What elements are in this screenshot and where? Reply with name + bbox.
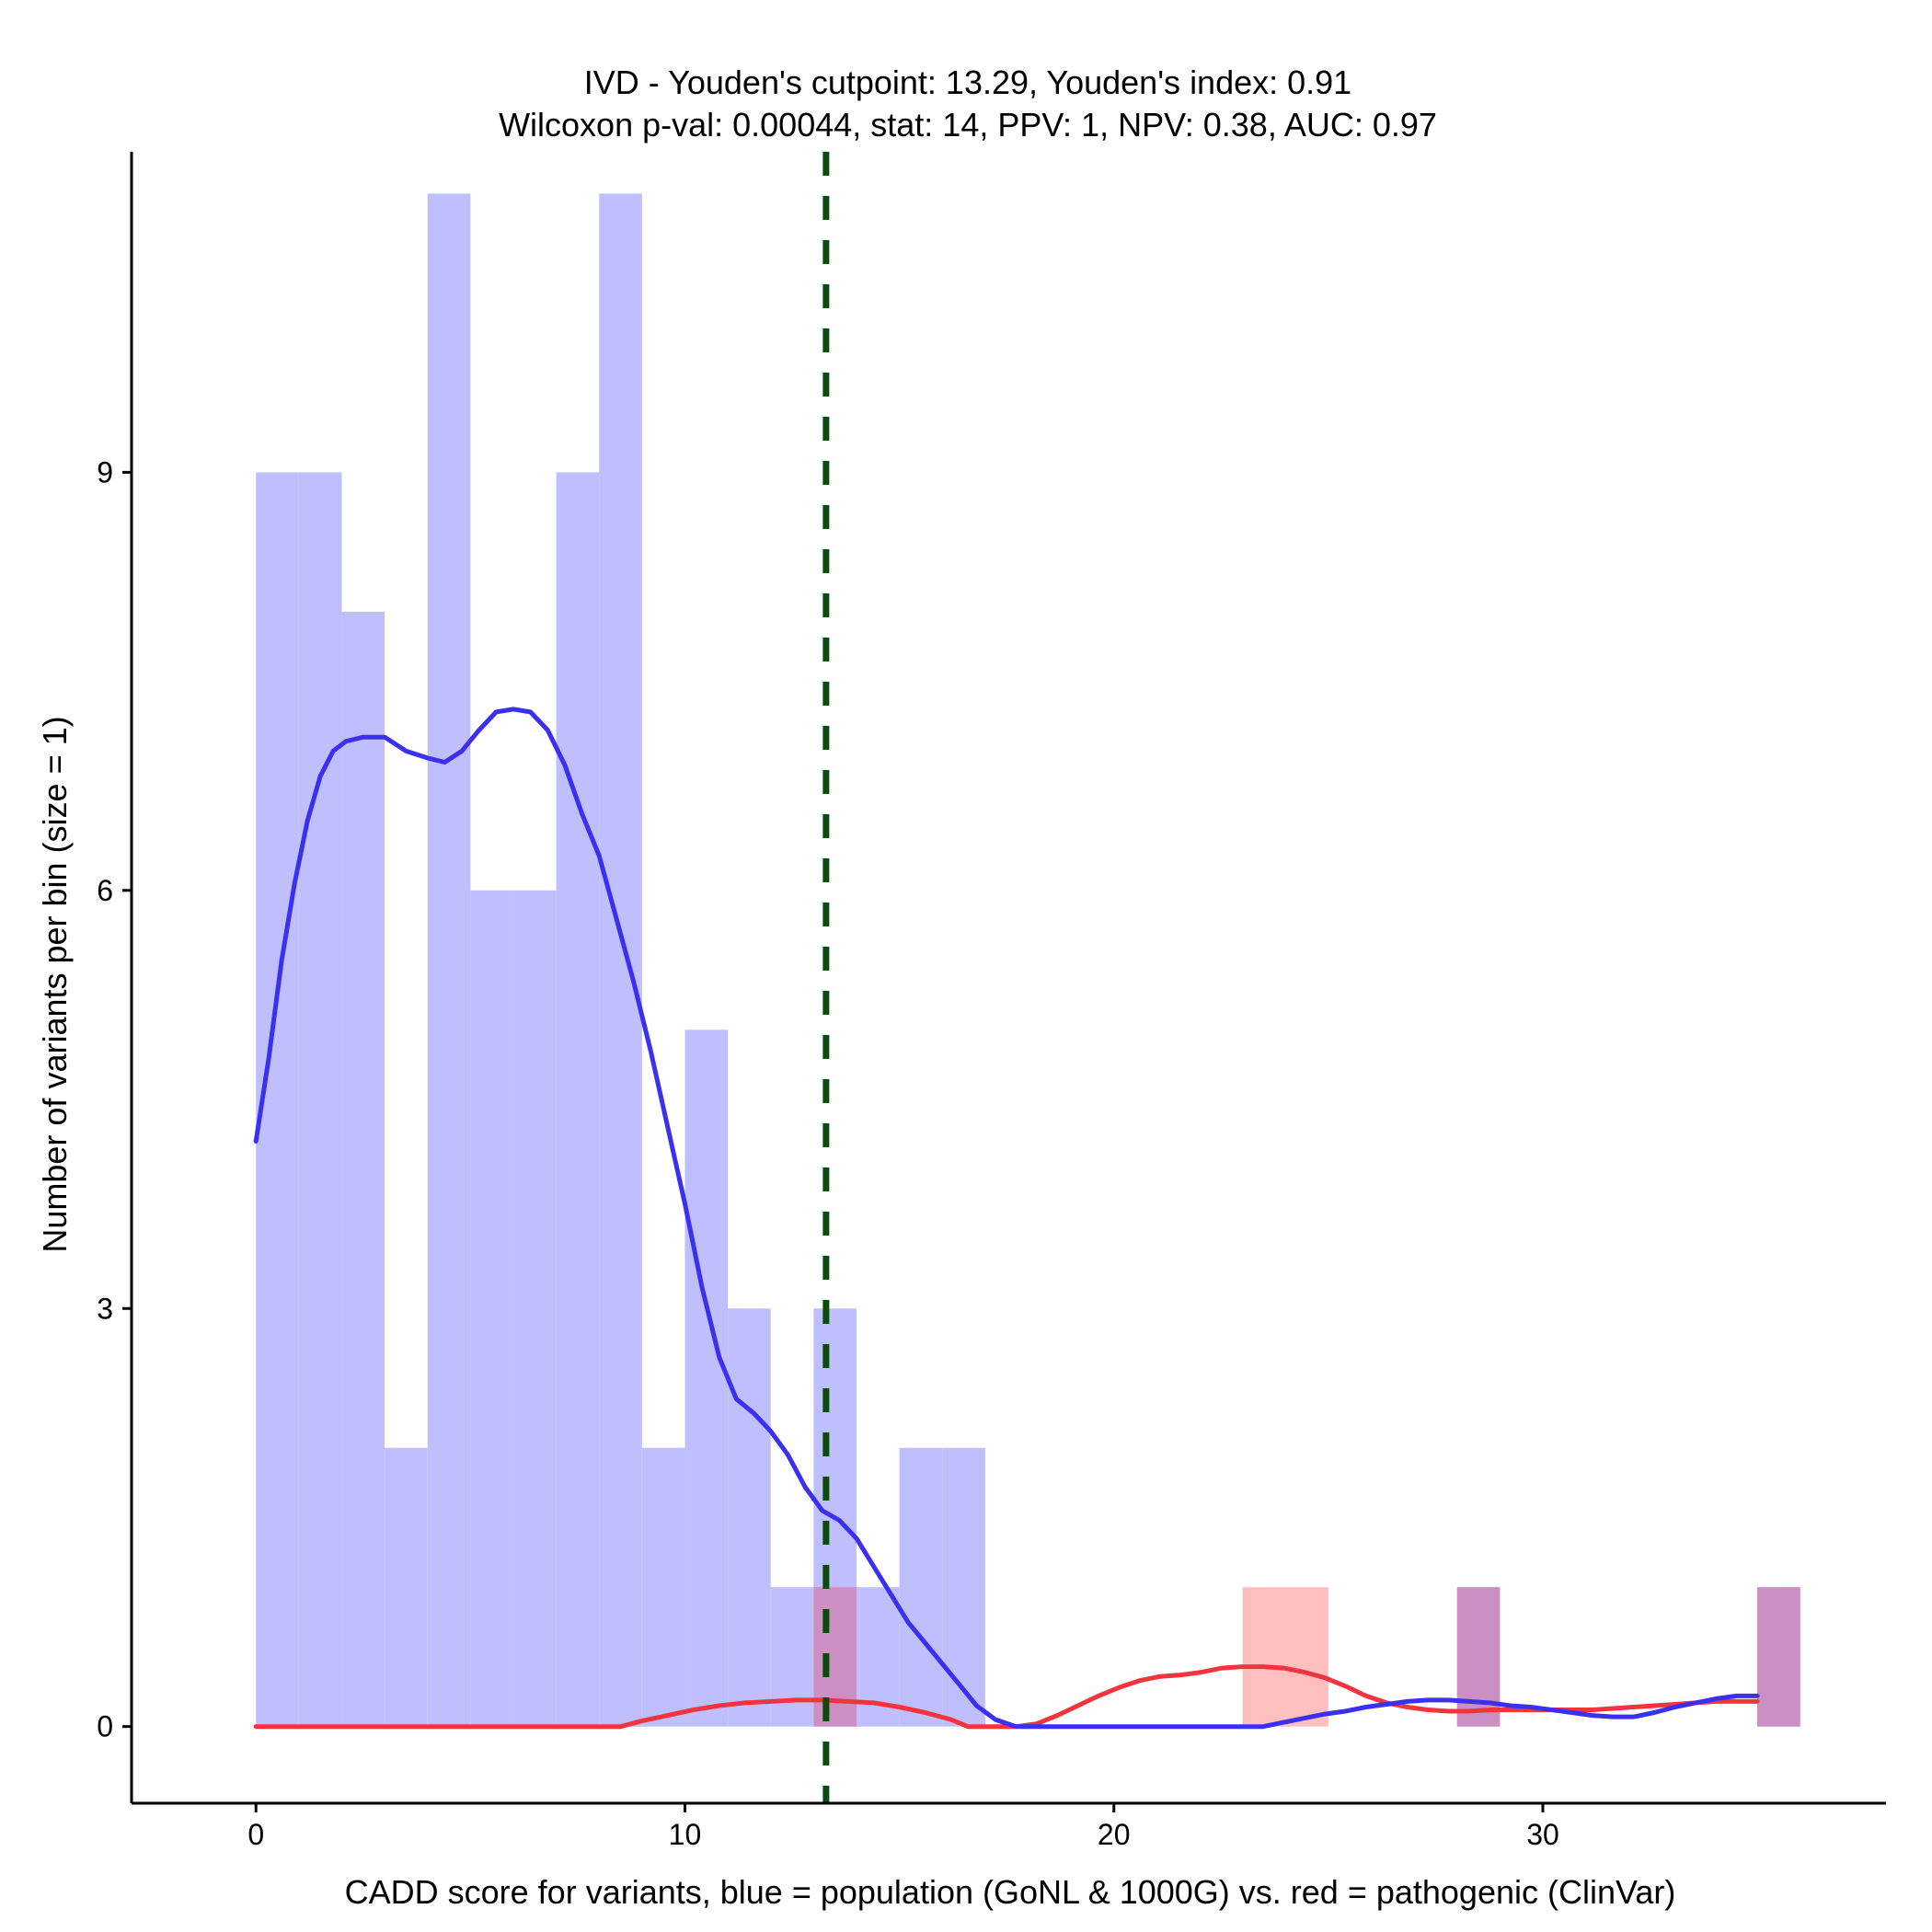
population-bar-3 xyxy=(385,1447,428,1727)
population-bar-2 xyxy=(341,611,385,1727)
overlap-bar-35 xyxy=(1757,1587,1800,1727)
population-bar-7 xyxy=(556,472,600,1727)
x-tick-label-20: 20 xyxy=(1098,1818,1131,1851)
population-bar-12 xyxy=(770,1587,814,1727)
population-bar-5 xyxy=(470,890,513,1727)
x-tick-label-10: 10 xyxy=(669,1818,702,1851)
axes: 0 10 20 30 0 3 6 9 xyxy=(97,152,1886,1851)
chart-title-line-1: IVD - Youden's cutpoint: 13.29, Youden's… xyxy=(584,63,1351,101)
y-tick-label-0: 0 xyxy=(97,1710,113,1743)
x-tick-label-30: 30 xyxy=(1526,1818,1559,1851)
density-curves xyxy=(253,707,1760,1730)
x-axis-title: CADD score for variants, blue = populati… xyxy=(345,1873,1676,1911)
population-bar-15 xyxy=(899,1447,943,1727)
population-bars xyxy=(256,193,1800,1727)
y-axis-title: Number of variants per bin (size = 1) xyxy=(36,716,74,1252)
population-bar-8 xyxy=(599,193,642,1727)
x-tick-label-0: 0 xyxy=(247,1818,264,1851)
population-bar-10 xyxy=(684,1029,729,1727)
population-bar-4 xyxy=(427,193,471,1727)
population-density-line xyxy=(253,707,1760,1730)
chart-title-line-2: Wilcoxon p-val: 0.00044, stat: 14, PPV: … xyxy=(499,106,1437,144)
pathogenic-bars xyxy=(1242,1587,1328,1727)
population-bar-11 xyxy=(728,1308,771,1727)
population-bar-9 xyxy=(641,1447,685,1727)
y-tick-label-3: 3 xyxy=(97,1292,113,1325)
pathogenic-bar-24 xyxy=(1285,1587,1328,1727)
population-bar-16 xyxy=(942,1447,985,1727)
pathogenic-bar-23 xyxy=(1242,1587,1286,1727)
y-tick-label-9: 9 xyxy=(97,455,113,489)
population-bar-6 xyxy=(512,890,557,1727)
overlap-bar-13 xyxy=(813,1587,857,1727)
y-tick-label-6: 6 xyxy=(97,874,113,907)
population-bar-1 xyxy=(298,472,342,1727)
